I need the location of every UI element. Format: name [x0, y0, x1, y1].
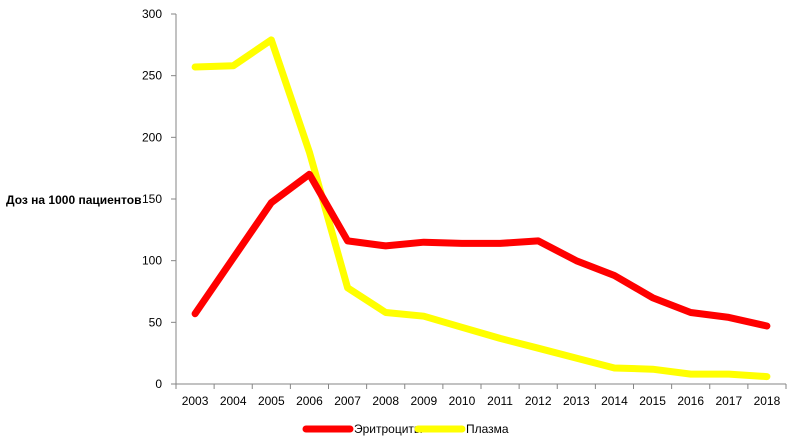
x-tick-label: 2008 [372, 394, 399, 408]
x-tick-label: 2018 [754, 394, 781, 408]
x-tick-label: 2007 [334, 394, 361, 408]
x-tick-label: 2014 [601, 394, 628, 408]
x-tick-label: 2017 [715, 394, 742, 408]
x-tick-label: 2009 [410, 394, 437, 408]
series-line-1 [191, 36, 771, 381]
x-tick-label: 2010 [449, 394, 476, 408]
x-tick-label: 2012 [525, 394, 552, 408]
y-tick-label: 300 [142, 7, 162, 21]
x-tick-label: 2005 [258, 394, 285, 408]
x-tick-label: 2004 [220, 394, 247, 408]
y-tick-label: 200 [142, 130, 162, 144]
x-tick-label: 2015 [639, 394, 666, 408]
x-tick-label: 2003 [182, 394, 209, 408]
x-tick-label: 2013 [563, 394, 590, 408]
x-tick-label: 2016 [677, 394, 704, 408]
legend: Эритроциты Плазма [302, 422, 509, 436]
y-tick-label: 150 [142, 192, 162, 206]
y-tick-label: 250 [142, 69, 162, 83]
x-tick-label: 2011 [487, 394, 513, 408]
y-axis-label: Доз на 1000 пациентов [6, 193, 141, 207]
series-line-0 [191, 170, 771, 330]
y-tick-label: 100 [142, 254, 162, 268]
x-axis: 2003 2004 2005 2006 2007 2008 2009 2010 2011 2012… [175, 383, 787, 408]
x-tick-label: 2006 [296, 394, 323, 408]
y-tick-label: 50 [149, 315, 163, 329]
y-tick-label: 0 [155, 377, 162, 391]
legend-label-0: Эритроциты [354, 422, 423, 436]
series-layer [191, 36, 771, 381]
legend-label-1: Плазма [466, 422, 509, 436]
y-axis: 0 50 100 150 200 250 300 [142, 7, 177, 391]
